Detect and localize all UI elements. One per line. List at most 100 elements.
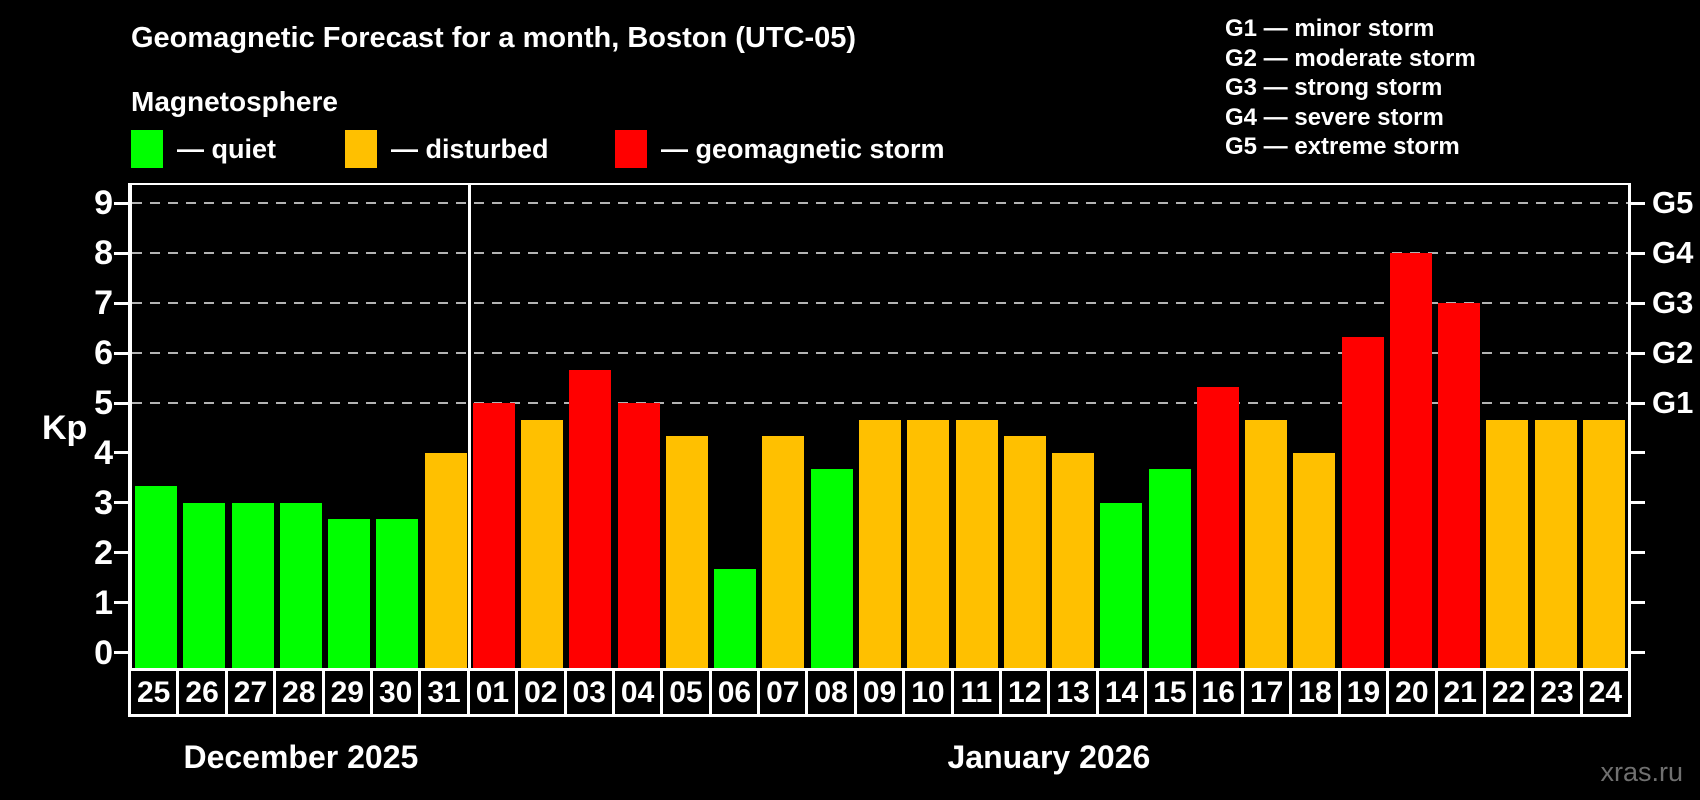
y-tick-label-8: 8 [94,234,113,273]
day-axis-row: 25 26 27 28 29 30 31 01 02 03 04 05 06 07 08 09 10 11 12 13… [128,668,1631,717]
legend-label-disturbed: — disturbed [391,133,549,164]
kp-bar-23 [1534,419,1577,671]
kp-bar-05 [665,436,708,671]
day-label-05: 05 [663,671,709,714]
y-tick-6 [114,351,128,355]
day-label-24: 24 [1582,671,1629,714]
kp-bar-21 [1438,303,1481,671]
y-tick-2 [114,551,128,555]
g-legend-item-g4: G4 — severe storm [1225,103,1444,131]
kp-bar-08 [810,469,853,671]
gridline-kp-6 [132,352,1628,355]
month-label-december: December 2025 [183,739,419,775]
kp-bar-22 [1486,419,1529,671]
day-label-30: 30 [372,671,419,714]
kp-bar-31 [424,452,467,671]
y-tick-label-1: 1 [94,583,113,622]
gridline-kp-9 [132,202,1628,205]
day-label-09: 09 [856,671,903,714]
kp-bar-18 [1293,452,1336,671]
day-label-29: 29 [324,671,370,714]
g-axis-label-g2: G2 [1652,335,1694,371]
y-tick-label-6: 6 [94,334,113,373]
y-tick-5 [114,401,128,405]
month-label-january: January 2026 [947,739,1151,775]
kp-bar-30 [376,519,419,671]
right-tick-6 [1631,351,1645,355]
g-legend-item-g3: G3 — strong storm [1225,74,1443,101]
right-tick-8 [1631,251,1645,255]
g-scale-legend: G1 — minor storm G2 — moderate storm G3 … [1225,14,1476,162]
y-tick-label-2: 2 [94,533,113,572]
day-label-20: 20 [1389,671,1435,714]
kp-bar-03 [569,369,612,671]
g-axis-label-g5: G5 [1652,185,1694,221]
y-tick-0 [114,651,128,655]
y-tick-label-0: 0 [94,633,113,672]
y-tick-3 [114,501,128,505]
day-label-07: 07 [760,671,806,714]
day-label-26: 26 [179,671,225,714]
g-axis-label-g4: G4 [1652,235,1694,271]
legend-item-storm: — geomagnetic storm [615,130,945,168]
plot-top-border [128,183,1631,185]
right-tick-5 [1631,401,1645,405]
legend-label-storm: — geomagnetic storm [661,133,945,164]
gridline-kp-8 [132,252,1628,255]
g-legend-item-g1: G1 — minor storm [1225,15,1435,42]
kp-bar-27 [231,502,274,671]
kp-bar-09 [859,419,901,671]
day-label-15: 15 [1147,671,1193,714]
y-tick-7 [114,301,128,305]
right-tick-0 [1631,651,1645,655]
day-label-11: 11 [953,671,1000,714]
day-label-23: 23 [1534,671,1580,714]
y-axis-title: Kp [42,409,88,447]
y-tick-1 [114,601,128,605]
kp-bar-01 [472,403,515,671]
right-tick-1 [1631,601,1645,605]
day-label-16: 16 [1195,671,1241,714]
y-tick-label-3: 3 [94,483,113,522]
y-tick-label-4: 4 [94,433,113,472]
kp-bar-04 [617,403,660,671]
kp-bar-06 [714,569,757,671]
kp-bar-25 [135,486,178,671]
kp-bar-28 [279,502,322,671]
quiet-swatch-icon [131,130,163,168]
y-tick-9 [114,201,128,205]
disturbed-swatch-icon [345,130,377,168]
right-tick-4 [1631,451,1645,455]
legend-item-quiet: — quiet [131,130,276,168]
day-label-17: 17 [1243,671,1290,714]
legend-item-disturbed: — disturbed [345,130,549,168]
kp-bar-24 [1582,419,1625,671]
day-label-12: 12 [1002,671,1048,714]
g-legend-item-g2: G2 — moderate storm [1225,44,1476,72]
y-tick-label-5: 5 [94,384,113,423]
g-axis-label-g1: G1 [1652,385,1694,421]
right-tick-7 [1631,301,1645,305]
day-label-03: 03 [566,671,612,714]
kp-bar-12 [1003,436,1046,671]
day-label-13: 13 [1050,671,1096,714]
day-label-31: 31 [421,671,467,714]
day-label-25: 25 [131,671,177,714]
kp-bar-17 [1245,419,1288,671]
day-label-10: 10 [905,671,951,714]
kp-bar-07 [762,436,805,671]
day-label-14: 14 [1098,671,1145,714]
g-axis-label-g3: G3 [1652,285,1694,321]
legend-label-quiet: — quiet [177,133,276,164]
kp-bar-13 [1052,452,1095,671]
y-axis-line [128,183,132,671]
kp-bar-15 [1148,469,1191,671]
plot-area [132,185,1628,671]
y-tick-label-9: 9 [94,184,113,223]
day-label-02: 02 [518,671,564,714]
day-label-08: 08 [808,671,854,714]
right-tick-9 [1631,201,1645,205]
kp-bar-02 [521,419,564,671]
day-label-06: 06 [711,671,758,714]
